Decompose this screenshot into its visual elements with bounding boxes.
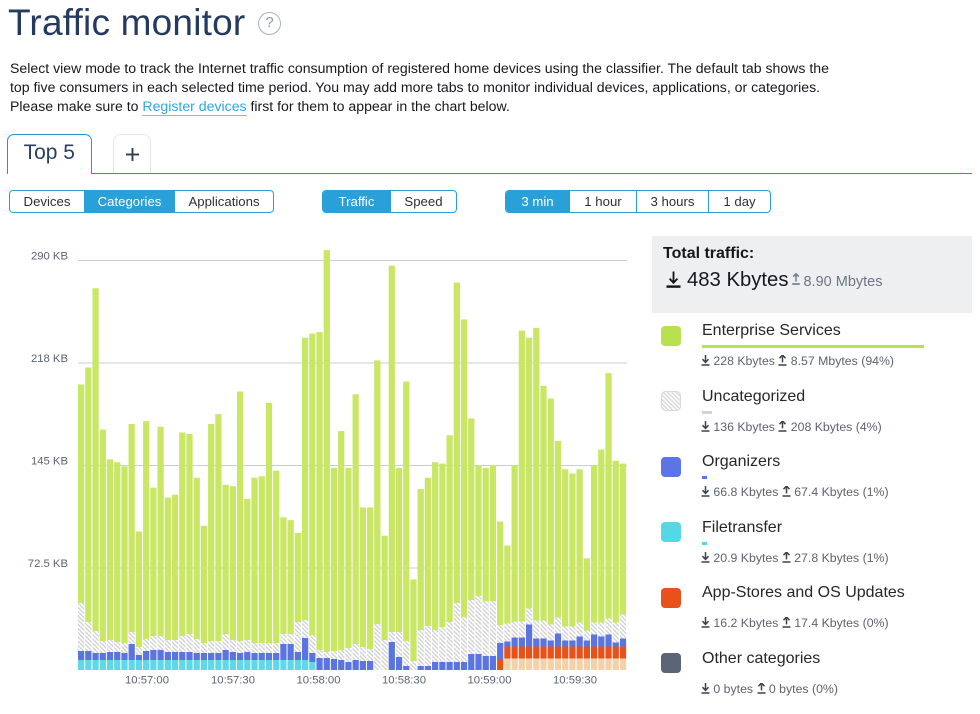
svg-text:290 KB: 290 KB [31,251,68,263]
svg-text:10:57:30: 10:57:30 [211,675,255,687]
svg-text:145 KB: 145 KB [31,456,68,468]
svg-text:10:58:00: 10:58:00 [297,675,341,687]
svg-text:10:57:00: 10:57:00 [125,675,169,687]
svg-text:10:59:30: 10:59:30 [553,675,597,687]
svg-text:10:58:30: 10:58:30 [382,675,426,687]
svg-text:72.5 KB: 72.5 KB [28,558,68,570]
svg-text:218 KB: 218 KB [31,353,68,365]
svg-text:10:59:00: 10:59:00 [468,675,512,687]
